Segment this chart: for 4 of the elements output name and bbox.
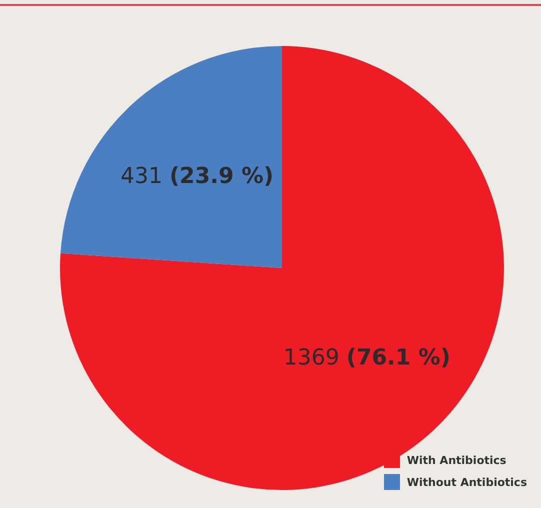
data-label: 431 (23.9 %)	[120, 164, 274, 189]
data-label: 1369 (76.1 %)	[283, 345, 450, 370]
legend-label: Without Antibiotics	[406, 476, 527, 488]
legend-label: With Antibiotics	[406, 454, 506, 466]
